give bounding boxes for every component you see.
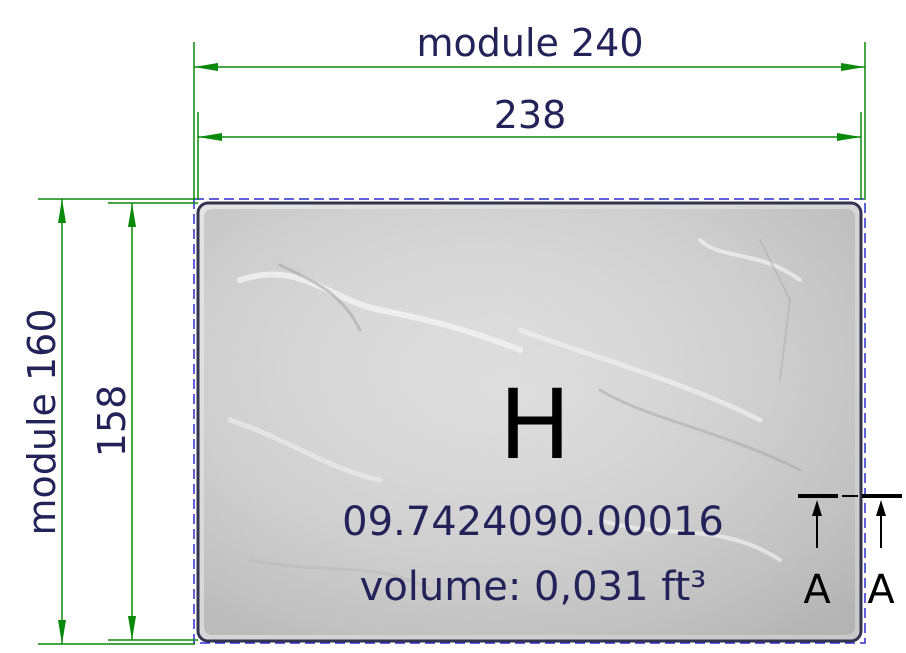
tile-volume: volume: 0,031 ft³ <box>360 564 707 610</box>
tile-texture <box>227 238 802 592</box>
dimension-left-outer-label: module 160 <box>20 308 64 535</box>
arrow-up-icon <box>812 500 822 516</box>
section-marker <box>798 494 902 548</box>
arrow-down-icon <box>128 616 136 640</box>
dimension-top-inner <box>198 133 861 141</box>
dimension-left-inner-label: 158 <box>90 385 134 458</box>
arrow-up-icon <box>128 203 136 227</box>
dimension-left-inner <box>128 203 136 640</box>
dimension-top-inner-label: 238 <box>494 93 567 137</box>
arrow-left-icon <box>194 63 218 71</box>
arrow-right-icon <box>841 63 865 71</box>
extension-lines <box>38 42 866 645</box>
tile-shading <box>204 209 855 635</box>
arrow-right-icon <box>837 133 861 141</box>
arrow-up-icon <box>876 500 886 516</box>
tile <box>196 201 863 643</box>
tile-code: 09.7424090.00016 <box>342 499 724 545</box>
module-outline <box>193 198 866 644</box>
tile-letter: H <box>499 369 571 481</box>
section-label-right: A <box>867 567 895 613</box>
section-label-left: A <box>803 567 831 613</box>
arrow-left-icon <box>198 133 222 141</box>
arrow-down-icon <box>58 620 66 644</box>
arrow-up-icon <box>58 199 66 223</box>
dimension-left-outer <box>58 199 66 644</box>
dimension-top-outer <box>194 63 865 71</box>
dimension-top-outer-label: module 240 <box>416 21 643 65</box>
